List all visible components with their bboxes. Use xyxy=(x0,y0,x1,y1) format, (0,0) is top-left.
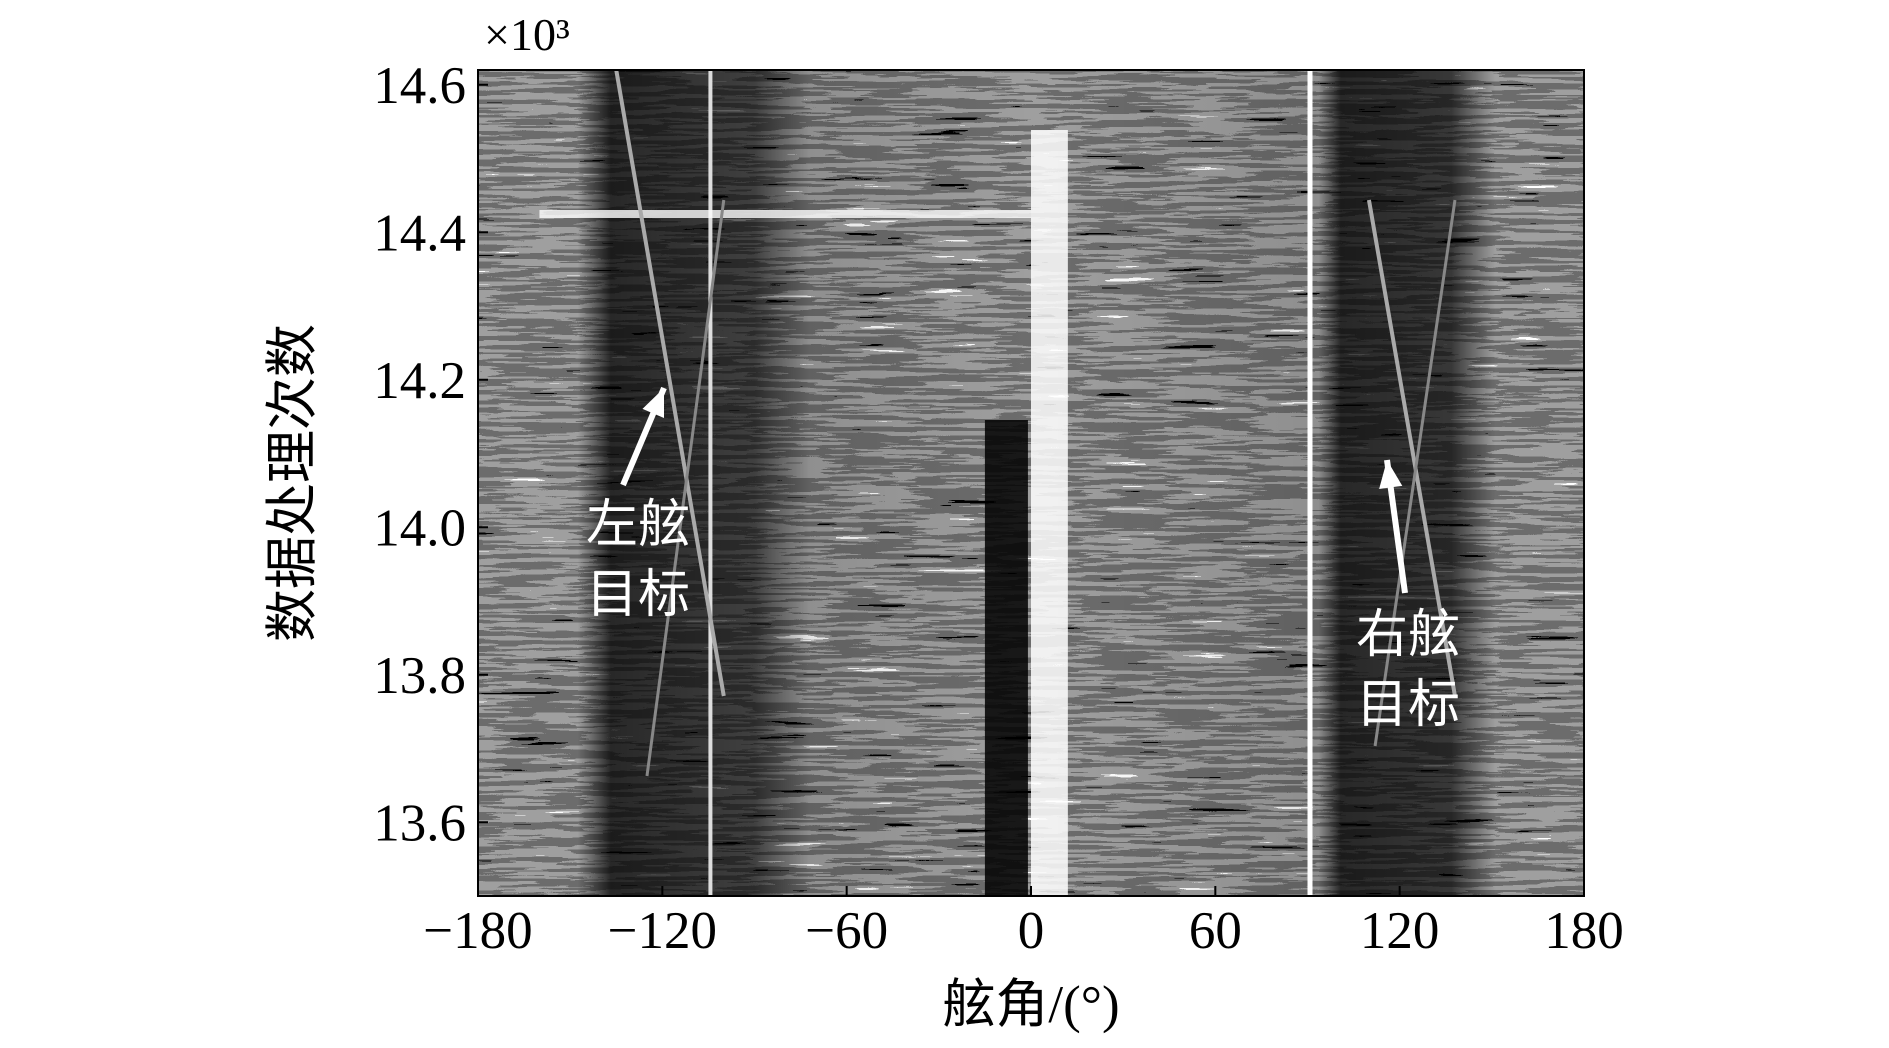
annotation-arrowhead xyxy=(642,388,665,418)
target-track xyxy=(645,199,726,777)
y-tick-label: 14.0 xyxy=(373,499,466,557)
x-tick-label: −120 xyxy=(608,902,717,960)
x-tick-label: −180 xyxy=(423,902,532,960)
x-tick-label: −60 xyxy=(805,902,888,960)
annotation: 目标 xyxy=(586,567,690,624)
annotation: 左舷 xyxy=(586,497,690,554)
center-band xyxy=(1031,130,1068,896)
y-tick-label: 13.8 xyxy=(373,647,466,705)
annotation: 右舷 xyxy=(1356,607,1460,664)
y-multiplier: ×10³ xyxy=(484,9,570,60)
y-axis-label: 数据处理次数 xyxy=(264,324,322,642)
stationary-line xyxy=(1307,70,1313,896)
y-tick-label: 14.4 xyxy=(373,204,466,262)
y-tick-label: 13.6 xyxy=(373,794,466,852)
center-dark xyxy=(984,420,1028,896)
y-tick-label: 14.2 xyxy=(373,352,466,410)
x-tick-label: 180 xyxy=(1544,902,1624,960)
horizontal-streak xyxy=(539,210,1031,218)
target-track xyxy=(1373,199,1457,747)
x-axis-label: 舷角/(°) xyxy=(942,976,1119,1034)
annotation: 目标 xyxy=(1356,677,1460,734)
x-tick-label: 0 xyxy=(1018,902,1045,960)
x-tick-label: 60 xyxy=(1189,902,1242,960)
x-tick-label: 120 xyxy=(1360,902,1440,960)
target-track xyxy=(614,69,726,697)
annotation-arrowhead xyxy=(1379,460,1403,489)
y-tick-label: 14.6 xyxy=(373,57,466,115)
plot-area xyxy=(478,69,1584,896)
target-track xyxy=(1366,199,1457,697)
stationary-line xyxy=(708,70,713,896)
